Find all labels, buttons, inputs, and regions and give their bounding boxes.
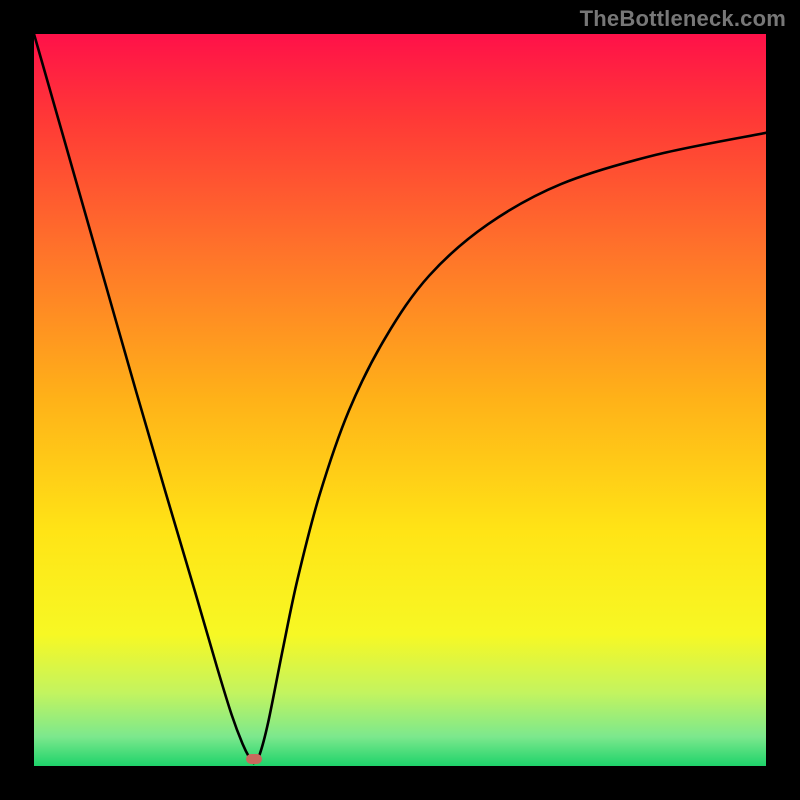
watermark-text: TheBottleneck.com (580, 6, 786, 32)
chart-frame: TheBottleneck.com (0, 0, 800, 800)
plot-area (34, 34, 766, 766)
min-marker (246, 754, 262, 764)
bottleneck-curve (34, 34, 766, 763)
curve-layer (34, 34, 766, 766)
